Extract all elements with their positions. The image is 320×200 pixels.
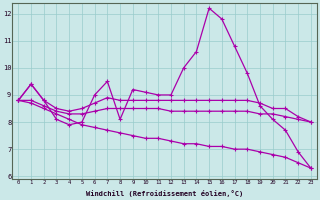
X-axis label: Windchill (Refroidissement éolien,°C): Windchill (Refroidissement éolien,°C) bbox=[86, 190, 243, 197]
